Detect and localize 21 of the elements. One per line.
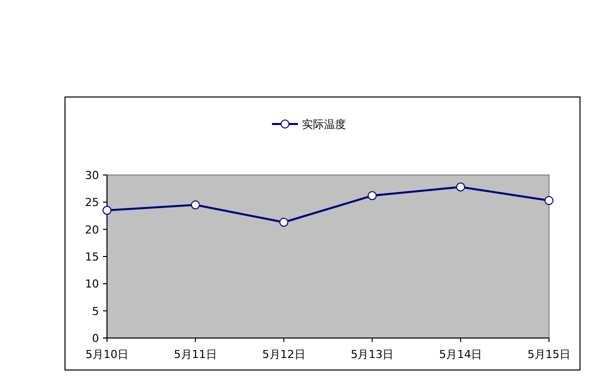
y-tick-label: 10 [85,278,99,291]
x-tick-label: 5月10日 [86,348,128,361]
point [456,182,466,192]
y-tick-label: 20 [85,223,99,236]
y-tick-label: 25 [85,196,99,210]
legend-label: 实际温度 [302,118,346,131]
point [102,206,112,215]
y-tick-label: 15 [85,250,99,264]
y-tick-label: 0 [92,332,99,345]
point [368,191,377,200]
legend-item: 实际温度 [272,118,346,131]
x-tick-label: 5月15日 [528,348,570,361]
point [279,218,288,227]
point [544,196,554,206]
x-tick-label: 5月14日 [439,348,482,361]
x-tick-label: 5月11日 [174,348,217,361]
point [190,200,200,210]
y-tick-label: 30 [85,169,99,182]
y-tick-label: 5 [92,304,99,318]
x-tick-label: 5月12日 [262,348,306,361]
x-tick-label: 5月13日 [350,348,394,361]
